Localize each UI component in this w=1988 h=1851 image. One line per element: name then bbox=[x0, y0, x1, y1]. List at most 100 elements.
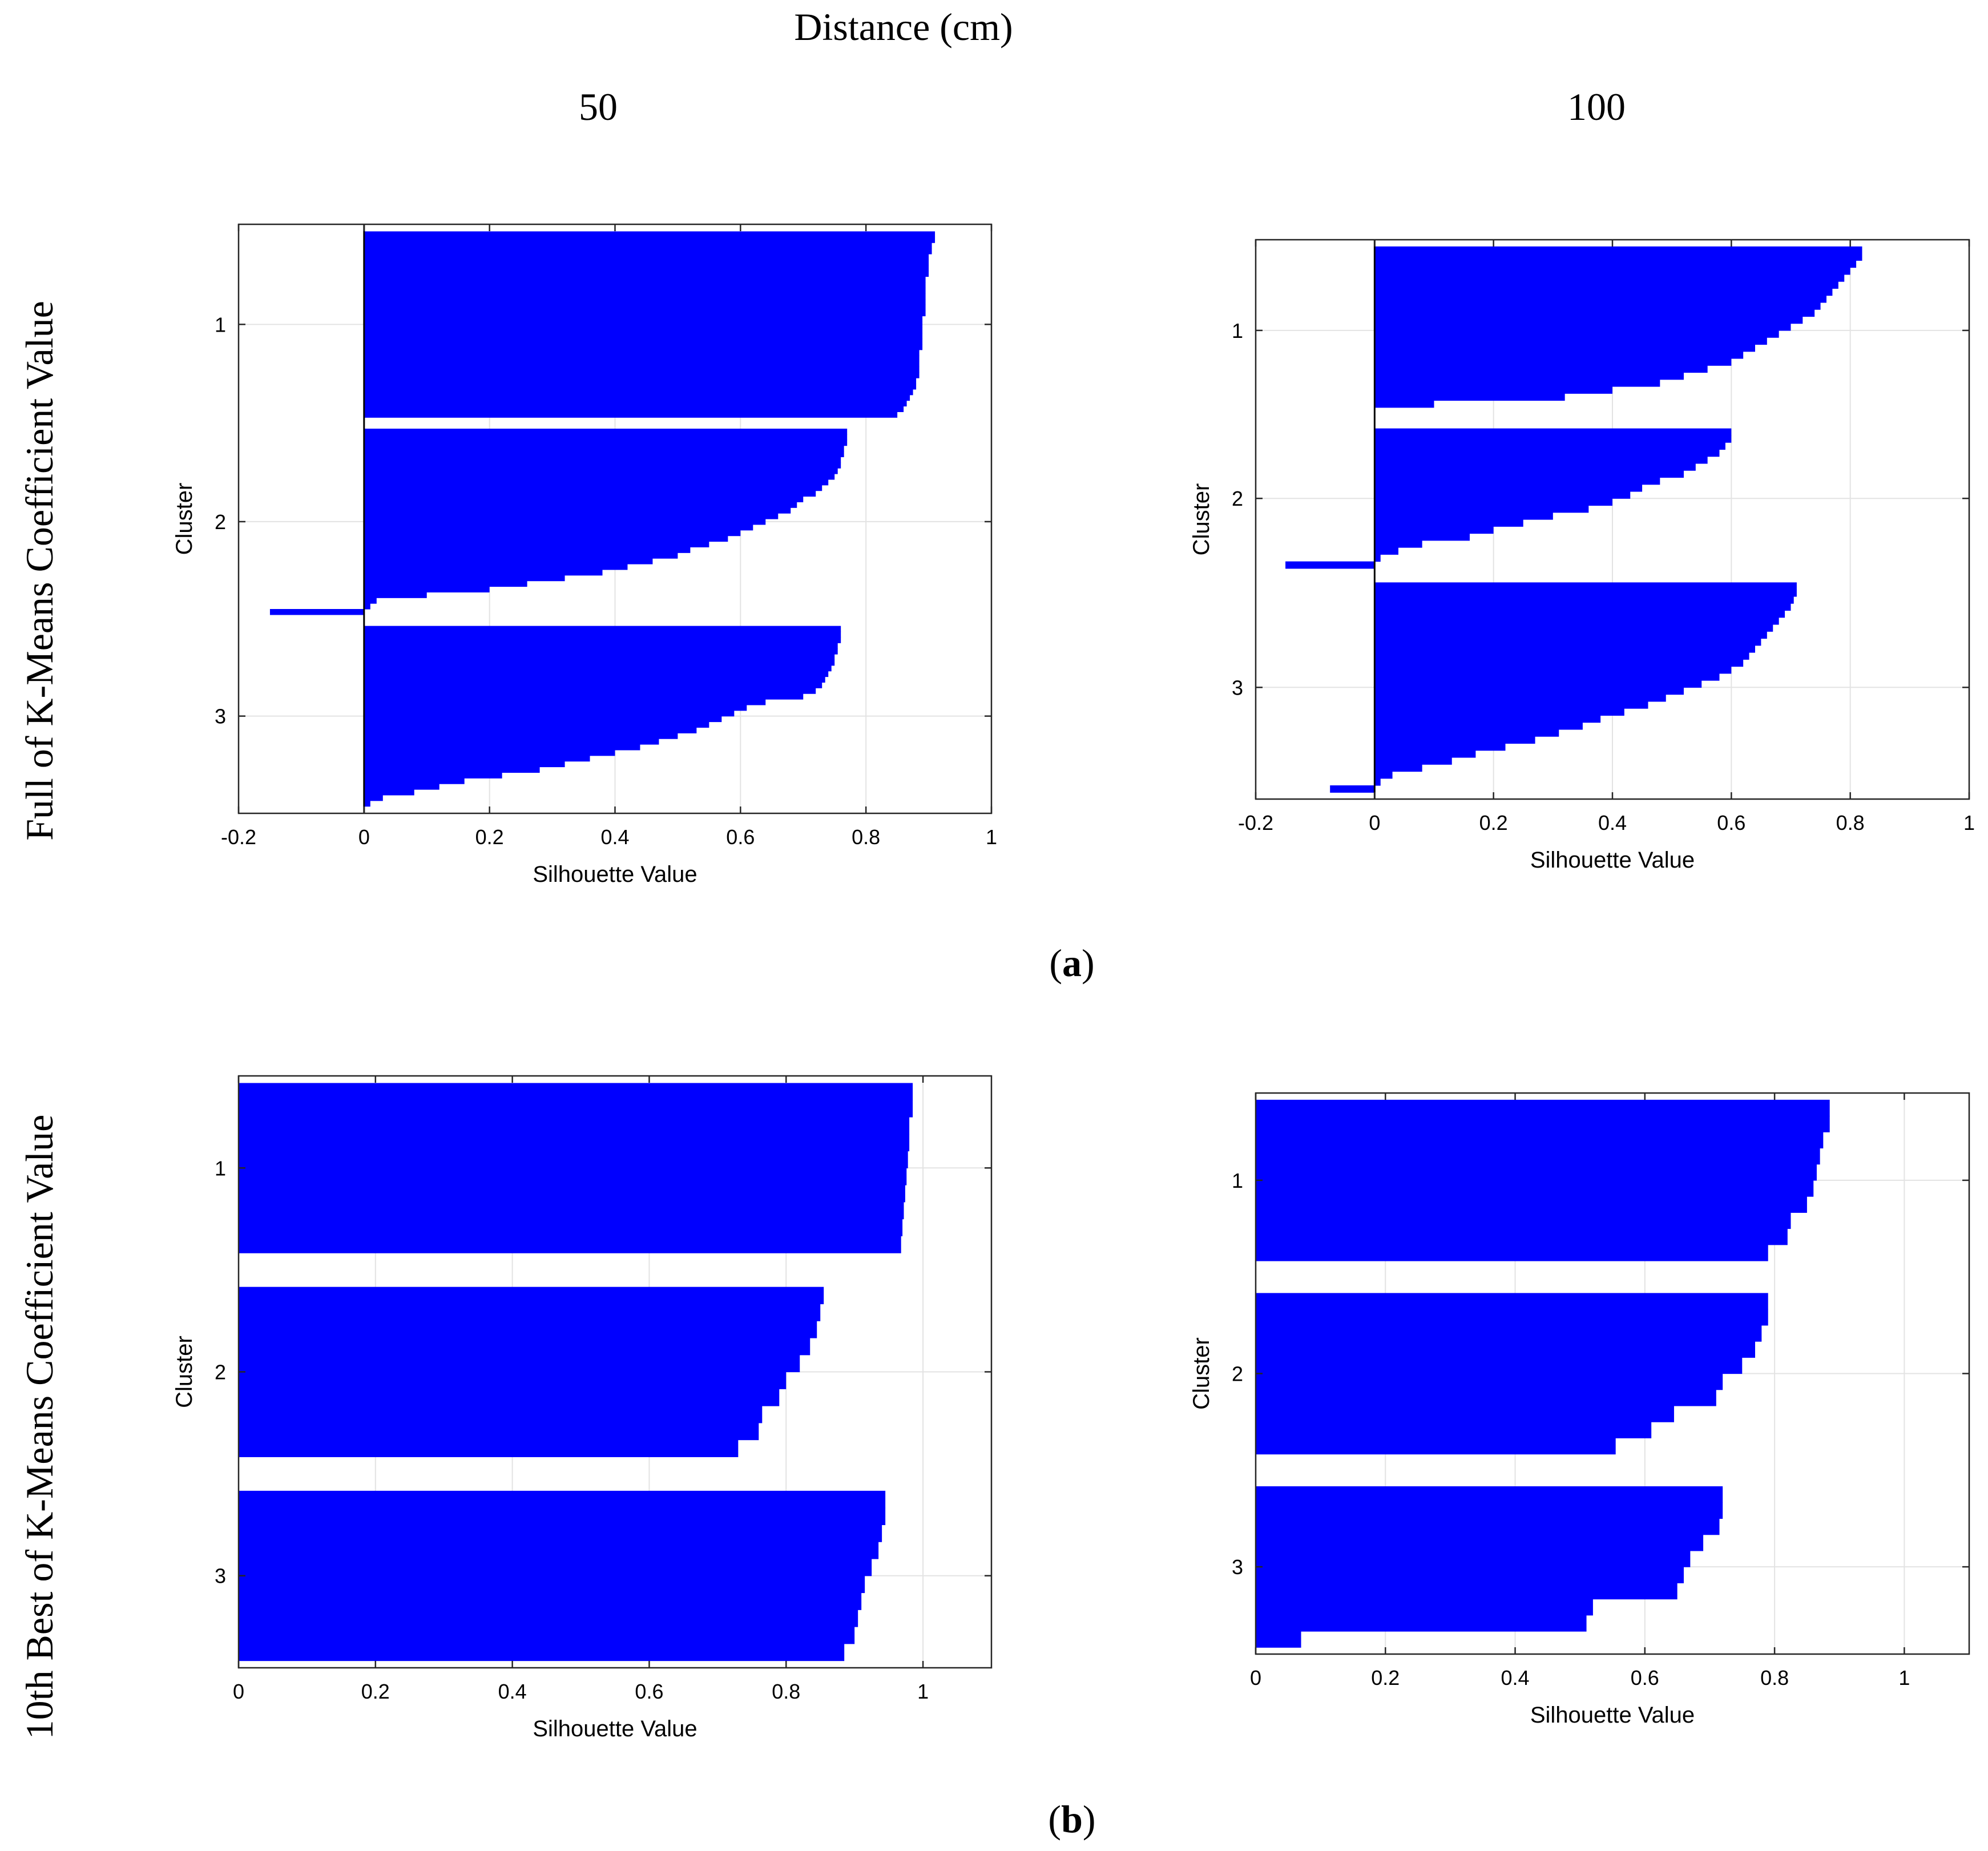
y-axis-label: Cluster bbox=[172, 1336, 197, 1408]
silhouette-bar bbox=[1256, 1534, 1704, 1551]
silhouette-bar bbox=[1374, 554, 1381, 562]
silhouette-bar bbox=[239, 1354, 800, 1373]
silhouette-bar bbox=[239, 1525, 882, 1542]
y-axis-label: Cluster bbox=[1189, 483, 1214, 556]
silhouette-bar bbox=[1374, 645, 1755, 653]
silhouette-bar bbox=[364, 547, 691, 553]
silhouette-bar bbox=[364, 637, 841, 643]
silhouette-bar bbox=[1256, 1164, 1817, 1181]
silhouette-bar bbox=[1256, 1518, 1720, 1535]
silhouette-bar bbox=[364, 524, 753, 531]
column-label-100: 100 bbox=[1567, 85, 1626, 128]
silhouette-bar bbox=[239, 1389, 780, 1406]
silhouette-bar bbox=[239, 1422, 759, 1441]
silhouette-bar bbox=[1256, 1293, 1768, 1310]
y-tick-label: 3 bbox=[1232, 1555, 1243, 1579]
y-tick-label: 1 bbox=[1232, 319, 1243, 342]
silhouette-bar bbox=[1374, 673, 1720, 681]
silhouette-bar bbox=[364, 507, 791, 514]
y-tick-label: 1 bbox=[1232, 1169, 1243, 1192]
silhouette-bar bbox=[364, 592, 427, 598]
silhouette-bar bbox=[364, 767, 540, 773]
silhouette-bar bbox=[1374, 547, 1398, 555]
silhouette-bar bbox=[364, 716, 722, 723]
silhouette-bar bbox=[1256, 1132, 1824, 1149]
silhouette-bar bbox=[239, 1592, 862, 1610]
silhouette-bar bbox=[364, 321, 923, 328]
silhouette-bar bbox=[1374, 526, 1494, 534]
y-tick-label: 3 bbox=[1232, 676, 1243, 699]
silhouette-bar bbox=[364, 253, 929, 260]
silhouette-bar bbox=[364, 733, 678, 739]
silhouette-bar bbox=[364, 366, 920, 373]
panel-label-a: (a) bbox=[1049, 941, 1094, 985]
silhouette-bar bbox=[1256, 1373, 1723, 1390]
silhouette-bar bbox=[364, 631, 841, 638]
silhouette-bar bbox=[364, 699, 766, 705]
silhouette-bar bbox=[364, 772, 502, 779]
x-tick-label: 0.4 bbox=[1501, 1666, 1530, 1689]
silhouette-bar bbox=[1256, 1486, 1723, 1503]
column-label-50: 50 bbox=[579, 85, 618, 128]
silhouette-bar bbox=[364, 384, 917, 390]
silhouette-bar bbox=[364, 710, 735, 717]
silhouette-bar bbox=[1256, 1196, 1807, 1213]
silhouette-bar bbox=[364, 288, 926, 294]
x-tick-label: 0 bbox=[1250, 1666, 1261, 1689]
silhouette-bar bbox=[1374, 512, 1553, 520]
silhouette-bar bbox=[1374, 631, 1767, 639]
x-axis-label: Silhouette Value bbox=[1530, 1703, 1695, 1728]
plot-b-100: 0 0.2 0.4 0.6 0.8 1 1 2 3 Silhouette Value Cluster bbox=[1189, 1092, 1970, 1728]
y-axis-label: Cluster bbox=[1189, 1337, 1214, 1410]
silhouette-bar bbox=[1374, 246, 1862, 254]
x-tick-label: 0.4 bbox=[498, 1680, 527, 1703]
silhouette-bar bbox=[239, 1627, 855, 1644]
silhouette-bar bbox=[1374, 764, 1422, 772]
silhouette-bar bbox=[364, 575, 565, 582]
silhouette-bar bbox=[364, 665, 832, 672]
silhouette-bar bbox=[1374, 428, 1732, 436]
silhouette-bar bbox=[1374, 708, 1624, 716]
silhouette-bar bbox=[364, 659, 835, 666]
silhouette-bar bbox=[239, 1304, 821, 1321]
silhouette-bar bbox=[1374, 463, 1696, 471]
silhouette-bar bbox=[1374, 610, 1785, 618]
silhouette-bar bbox=[364, 553, 678, 559]
silhouette-bar bbox=[1374, 351, 1744, 359]
silhouette-bar bbox=[364, 479, 829, 486]
silhouette-bar bbox=[1374, 344, 1755, 352]
silhouette-bar bbox=[364, 293, 926, 300]
silhouette-bar bbox=[1374, 743, 1506, 751]
silhouette-bar bbox=[1256, 1099, 1830, 1116]
silhouette-bar bbox=[364, 372, 920, 378]
silhouette-bar bbox=[1374, 274, 1845, 282]
silhouette-bar bbox=[1374, 582, 1797, 590]
silhouette-bar bbox=[1374, 638, 1761, 646]
silhouette-bar bbox=[1374, 603, 1791, 611]
silhouette-bar bbox=[239, 1406, 763, 1423]
x-tick-label: -0.2 bbox=[1238, 811, 1273, 834]
silhouette-bar bbox=[239, 1372, 787, 1389]
silhouette-bar bbox=[239, 1287, 824, 1305]
silhouette-bar bbox=[364, 688, 816, 694]
silhouette-bar bbox=[1374, 281, 1838, 289]
silhouette-bar bbox=[1256, 1341, 1755, 1358]
silhouette-bar bbox=[239, 1321, 817, 1338]
silhouette-bar bbox=[1374, 253, 1862, 261]
silhouette-bar bbox=[1374, 449, 1720, 457]
silhouette-bar bbox=[1256, 1631, 1301, 1648]
silhouette-bar bbox=[1256, 1180, 1814, 1197]
silhouette-bar bbox=[1374, 330, 1779, 338]
silhouette-bar bbox=[364, 451, 844, 457]
silhouette-bar bbox=[1256, 1550, 1691, 1567]
y-tick-label: 3 bbox=[215, 705, 226, 728]
silhouette-bar bbox=[364, 519, 766, 525]
silhouette-bar bbox=[239, 1643, 845, 1662]
silhouette-bar bbox=[1374, 540, 1422, 548]
silhouette-bar bbox=[1256, 1325, 1762, 1342]
silhouette-bar bbox=[364, 598, 377, 604]
silhouette-bar bbox=[364, 468, 838, 474]
silhouette-bar bbox=[1374, 750, 1476, 758]
silhouette-bar bbox=[1374, 386, 1612, 394]
y-tick-label: 2 bbox=[1232, 1362, 1243, 1386]
